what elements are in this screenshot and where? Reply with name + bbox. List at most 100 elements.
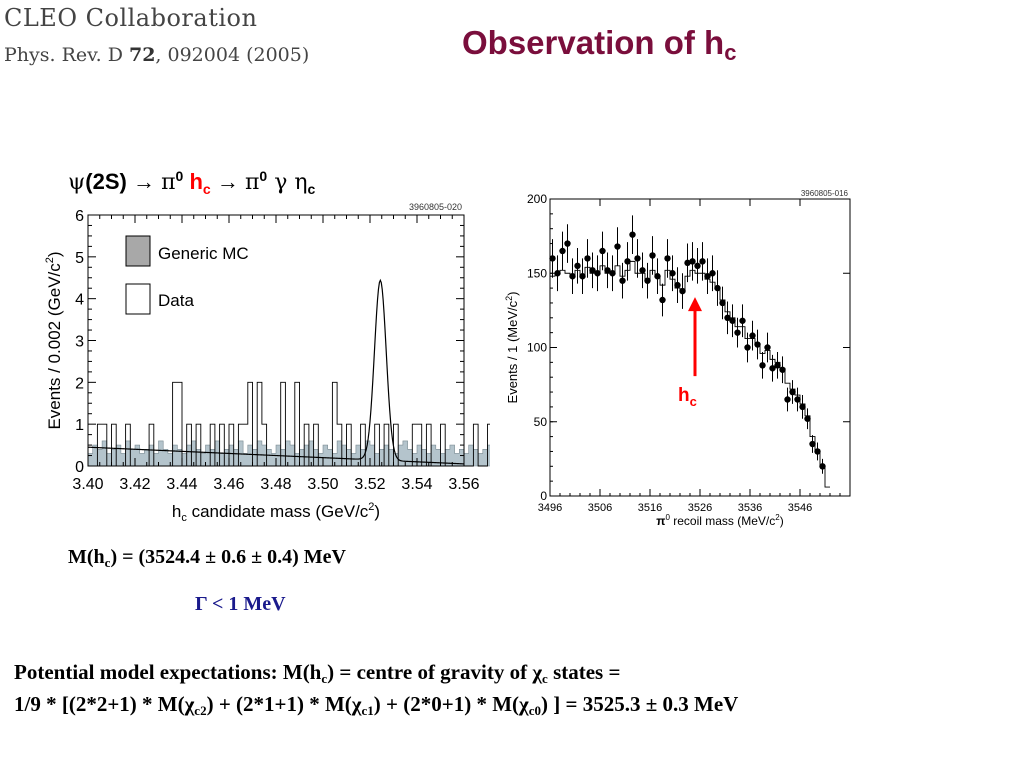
data-point <box>659 296 666 304</box>
y-axis-label-main: Events / 1 (MeV/c <box>505 300 520 403</box>
x-tick-label: 3546 <box>788 502 812 514</box>
data-point <box>634 255 641 262</box>
data-point <box>709 270 716 277</box>
expect1-c: states = <box>547 660 621 684</box>
x-tick-label: 3506 <box>588 502 612 514</box>
decay-state: (2S) <box>85 169 127 194</box>
expectation-line-2: 1/9 * [(2*2+1) * M(χc2) + (2*1+1) * M(χc… <box>14 692 738 719</box>
x-axis-label-sub: c <box>181 512 187 524</box>
expect2-sub-2: c1 <box>361 703 374 718</box>
expect2-b: ) + (2*1+1) * M(χ <box>206 692 362 716</box>
slide-title: Observation of hc <box>462 24 736 66</box>
y-tick-label: 100 <box>527 341 547 355</box>
data-point <box>754 341 761 348</box>
citation: Phys. Rev. D 72, 092004 (2005) <box>4 44 309 66</box>
y-tick-label: 5 <box>75 250 84 267</box>
collaboration-name: CLEO Collaboration <box>4 4 258 32</box>
data-point <box>679 287 686 295</box>
x-axis-label-end: ) <box>374 502 380 521</box>
data-point <box>729 317 736 324</box>
expect2-a: 1/9 * [(2*2+1) * M(χ <box>14 692 195 716</box>
citation-volume: 72 <box>128 44 156 66</box>
x-axis-label: hc candidate mass (GeV/c2) <box>172 501 380 524</box>
expect2-sub-1: c2 <box>194 703 207 718</box>
x-tick-label: 3536 <box>738 502 762 514</box>
data-point <box>704 273 711 280</box>
x-tick-label: 3.52 <box>354 476 385 493</box>
data-point <box>604 267 611 274</box>
data-point <box>554 270 561 277</box>
y-axis-label-sup: 2 <box>44 257 56 263</box>
legend-data-label: Data <box>158 291 194 310</box>
citation-prefix: Phys. Rev. D <box>4 44 129 66</box>
pi-charge-2: 0 <box>259 168 268 184</box>
data-point <box>574 262 581 270</box>
y-axis-label-end: ) <box>505 292 520 296</box>
x-tick-label: 3516 <box>638 502 662 514</box>
data-point <box>804 415 811 422</box>
pi-charge-1: 0 <box>175 168 184 184</box>
x-tick-label: 3496 <box>538 502 562 514</box>
hc-annotation-h: h <box>678 385 690 406</box>
x-axis-label-sup2: 2 <box>775 513 780 522</box>
left-plot-area: 3.40 3.42 3.44 3.46 3.48 3.50 3.52 3.54 3.56 0 1 2 3… <box>44 202 490 524</box>
data-point <box>559 247 566 255</box>
data-point <box>794 396 801 403</box>
hc-annotation-sub: c <box>690 394 697 409</box>
legend-mc-swatch <box>125 235 151 267</box>
data-point <box>629 231 636 238</box>
plot-id: 3960805-016 <box>801 189 849 198</box>
expectation-line-1: Potential model expectations: M(hc) = ce… <box>14 660 620 687</box>
x-axis-label-h: h <box>172 502 181 521</box>
data-point <box>654 273 661 280</box>
data-point <box>819 463 826 470</box>
data-point <box>764 344 771 351</box>
data-point <box>624 258 631 265</box>
data-point <box>759 362 766 369</box>
x-tick-label: 3.44 <box>166 476 197 493</box>
x-axis-label-pi: π <box>656 514 665 528</box>
data-point <box>564 240 571 247</box>
gamma-symbol: γ <box>267 170 295 195</box>
y-axis-label: Events / 0.002 (GeV/c2) <box>44 251 64 429</box>
slide-title-sub: c <box>724 40 737 65</box>
legend-mc-label: Generic MC <box>158 244 249 263</box>
x-axis-label-rest: candidate mass (GeV/c <box>187 502 369 521</box>
citation-suffix: , 092004 (2005) <box>155 44 310 66</box>
eta-sub: c <box>307 181 316 197</box>
mass-result: M(hc) = (3524.4 ± 0.6 ± 0.4) MeV <box>68 546 346 571</box>
data-point <box>789 388 796 396</box>
data-point <box>609 270 616 277</box>
data-point <box>689 258 696 265</box>
data-point <box>584 255 591 262</box>
data-point <box>749 332 756 339</box>
hc-annotation-label: hc <box>678 385 697 409</box>
fit-curve <box>87 278 465 465</box>
data-point <box>569 273 576 280</box>
y-axis-label-main: Events / 0.002 (GeV/c <box>45 263 64 430</box>
data-point <box>579 273 586 280</box>
y-tick-label: 0 <box>540 489 547 503</box>
decay-arrow-1: → <box>126 169 162 194</box>
data-point <box>684 259 691 267</box>
x-axis-label: π0 recoil mass (MeV/c2) <box>656 513 783 528</box>
pi-symbol-2: π <box>244 170 260 195</box>
x-tick-label: 3526 <box>688 502 712 514</box>
y-tick-label: 150 <box>527 266 547 280</box>
expect2-d: ) ] = 3525.3 ± 0.3 MeV <box>541 692 739 716</box>
data-point <box>649 252 656 259</box>
hc-mass-histogram: 3.40 3.42 3.44 3.46 3.48 3.50 3.52 3.54 3.56 0 1 2 3… <box>44 202 490 524</box>
data-point <box>739 317 746 324</box>
psi-symbol: ψ <box>68 170 86 195</box>
pi-symbol-1: π <box>161 170 176 195</box>
recoil-histogram <box>550 260 830 488</box>
y-tick-label: 2 <box>75 375 84 392</box>
y-tick-label: 50 <box>534 415 548 429</box>
hc-letter: h <box>189 169 203 194</box>
hc-symbol: hc <box>189 169 210 197</box>
data-point <box>594 270 601 277</box>
y-axis-label-end: ) <box>45 251 64 257</box>
hc-arrow-head <box>688 297 702 312</box>
